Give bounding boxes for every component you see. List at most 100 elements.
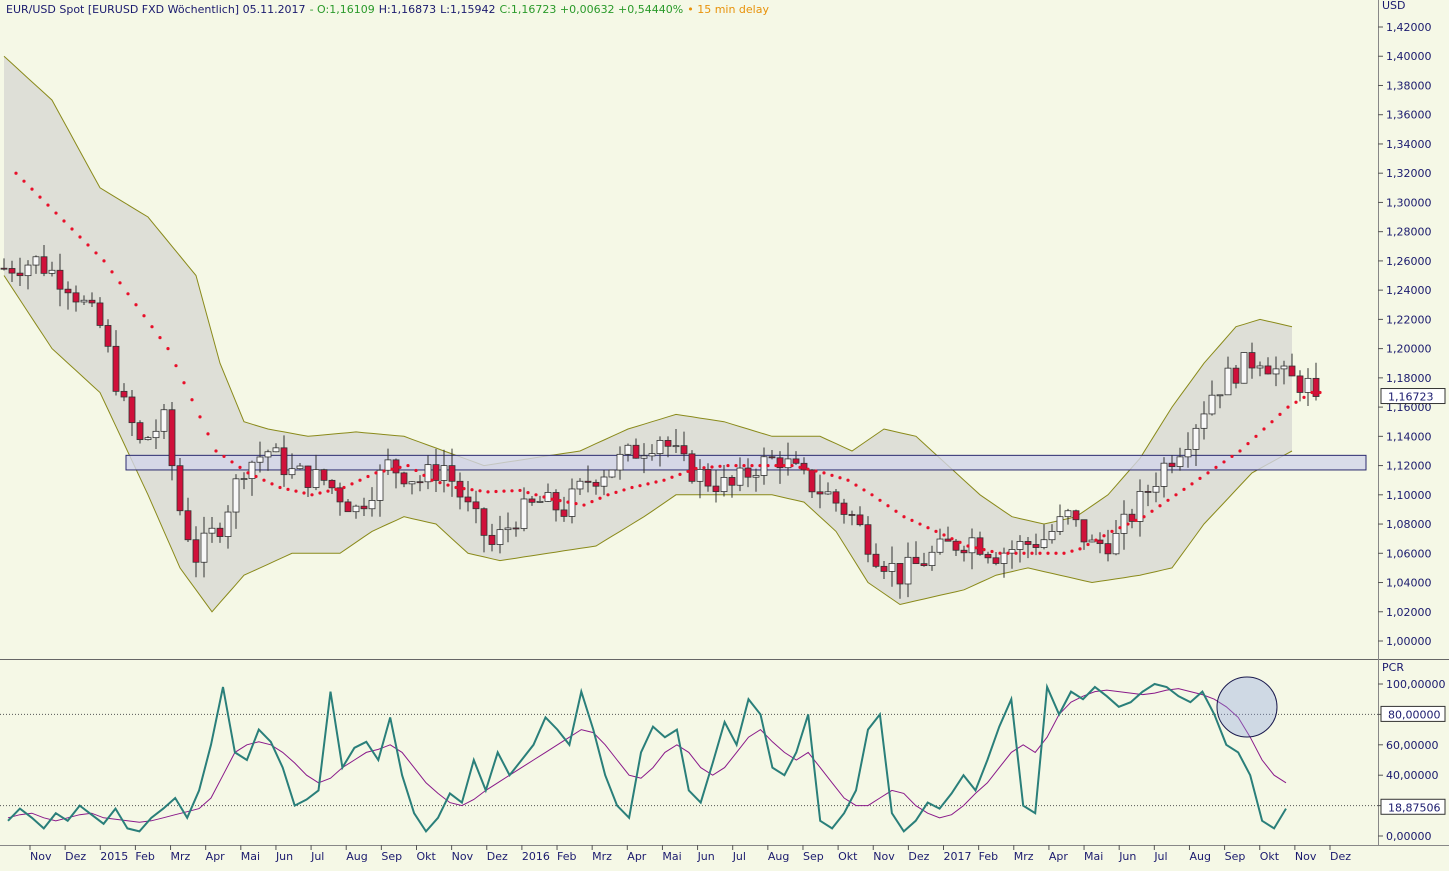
candle-down xyxy=(392,459,400,474)
sar-dot xyxy=(870,493,874,497)
candle-down xyxy=(304,465,312,488)
candle-down xyxy=(1072,510,1080,521)
candle-up xyxy=(904,556,912,585)
x-tick-label: Mai xyxy=(1084,850,1103,863)
sar-dot xyxy=(94,251,98,255)
sar-dot xyxy=(350,482,354,486)
sar-dot xyxy=(390,467,394,471)
sar-dot xyxy=(1190,482,1194,486)
candle-up xyxy=(616,453,624,471)
candle-down xyxy=(864,524,872,555)
y-tick-label: 1,28000 xyxy=(1386,226,1432,239)
candle-down xyxy=(1168,462,1176,467)
candle-up xyxy=(696,469,704,482)
pcr-tick-label: 40,00000 xyxy=(1386,769,1439,782)
y-tick-label: 1,36000 xyxy=(1386,109,1432,122)
x-tick-label: Aug xyxy=(768,850,789,863)
sar-dot xyxy=(1174,493,1178,497)
sar-dot xyxy=(894,509,898,513)
sar-dot xyxy=(46,203,50,207)
sar-dot xyxy=(582,503,586,507)
candle-up xyxy=(1224,367,1232,396)
candle-down xyxy=(912,556,920,565)
candle-up xyxy=(608,469,616,478)
sar-dot xyxy=(334,487,338,491)
sar-dot xyxy=(238,465,242,469)
candle-down xyxy=(768,456,776,459)
sar-dot xyxy=(430,478,434,482)
candle-down xyxy=(584,480,592,483)
x-tick-label: Aug xyxy=(346,850,367,863)
candle-up xyxy=(440,465,448,481)
sar-dot xyxy=(550,497,554,501)
candle-down xyxy=(856,514,864,526)
sar-dot xyxy=(318,491,322,495)
candle-up xyxy=(200,532,208,563)
sar-dot xyxy=(222,454,226,459)
sar-dot xyxy=(1286,405,1290,409)
sar-dot xyxy=(758,463,762,468)
candle-down xyxy=(664,440,672,447)
candle-down xyxy=(400,472,408,485)
sar-dot xyxy=(1262,427,1266,431)
candle-down xyxy=(216,527,224,537)
sar-dot xyxy=(142,314,146,318)
candle-down xyxy=(136,422,144,441)
candle-up xyxy=(736,467,744,486)
candle-up xyxy=(1176,456,1184,467)
candle-down xyxy=(592,481,600,487)
candle-up xyxy=(648,453,656,457)
sar-dot xyxy=(654,480,658,484)
sar-dot xyxy=(30,187,34,191)
sar-dot xyxy=(62,219,66,223)
candle-down xyxy=(448,465,456,482)
parabolic-sar xyxy=(14,171,1322,555)
sar-dot xyxy=(254,474,258,479)
candle-down xyxy=(480,508,488,536)
sar-dot xyxy=(1102,534,1106,538)
sar-dot xyxy=(710,465,714,469)
sar-dot xyxy=(1206,471,1210,475)
candle-up xyxy=(1064,510,1072,518)
sar-dot xyxy=(646,482,650,486)
candle-down xyxy=(984,553,992,559)
x-tick-label: Feb xyxy=(135,850,154,863)
pcr-tick-label: 0,00000 xyxy=(1386,830,1432,843)
candle-up xyxy=(32,256,40,266)
sar-dot xyxy=(702,466,706,470)
sar-dot xyxy=(1318,390,1322,395)
x-tick-label: Jul xyxy=(732,850,746,863)
sar-dot xyxy=(198,415,202,419)
x-tick-label: Aug xyxy=(1189,850,1210,863)
candle-up xyxy=(1152,486,1160,493)
x-tick-label: 2017 xyxy=(944,850,972,863)
delay-note: • 15 min delay xyxy=(687,3,769,16)
x-tick-label: Jun xyxy=(275,850,293,863)
bollinger-lower-line xyxy=(3,275,1293,613)
x-tick-label: Mrz xyxy=(171,850,191,863)
candle-down xyxy=(1232,367,1240,384)
candle-down xyxy=(960,549,968,554)
sar-dot xyxy=(1110,529,1114,533)
sar-dot xyxy=(1054,551,1058,555)
candle-down xyxy=(328,479,336,489)
x-tick-label: Jun xyxy=(697,850,715,863)
x-tick-label: Apr xyxy=(627,850,647,863)
candle-down xyxy=(896,563,904,585)
sar-dot xyxy=(366,474,370,479)
sar-dot xyxy=(838,476,842,480)
candle-up xyxy=(352,505,360,513)
pcr-tick-label: 60,00000 xyxy=(1386,739,1439,752)
sar-dot xyxy=(230,460,234,464)
candle-down xyxy=(1104,543,1112,555)
candle-down xyxy=(792,458,800,464)
candle-down xyxy=(0,267,8,270)
sar-dot xyxy=(558,499,562,503)
candle-up xyxy=(264,451,272,458)
candle-up xyxy=(504,527,512,531)
x-tick-label: Mai xyxy=(241,850,260,863)
candle-down xyxy=(1096,539,1104,545)
x-tick-label: Apr xyxy=(1049,850,1069,863)
sar-dot xyxy=(1046,551,1050,555)
sar-dot xyxy=(950,537,954,541)
